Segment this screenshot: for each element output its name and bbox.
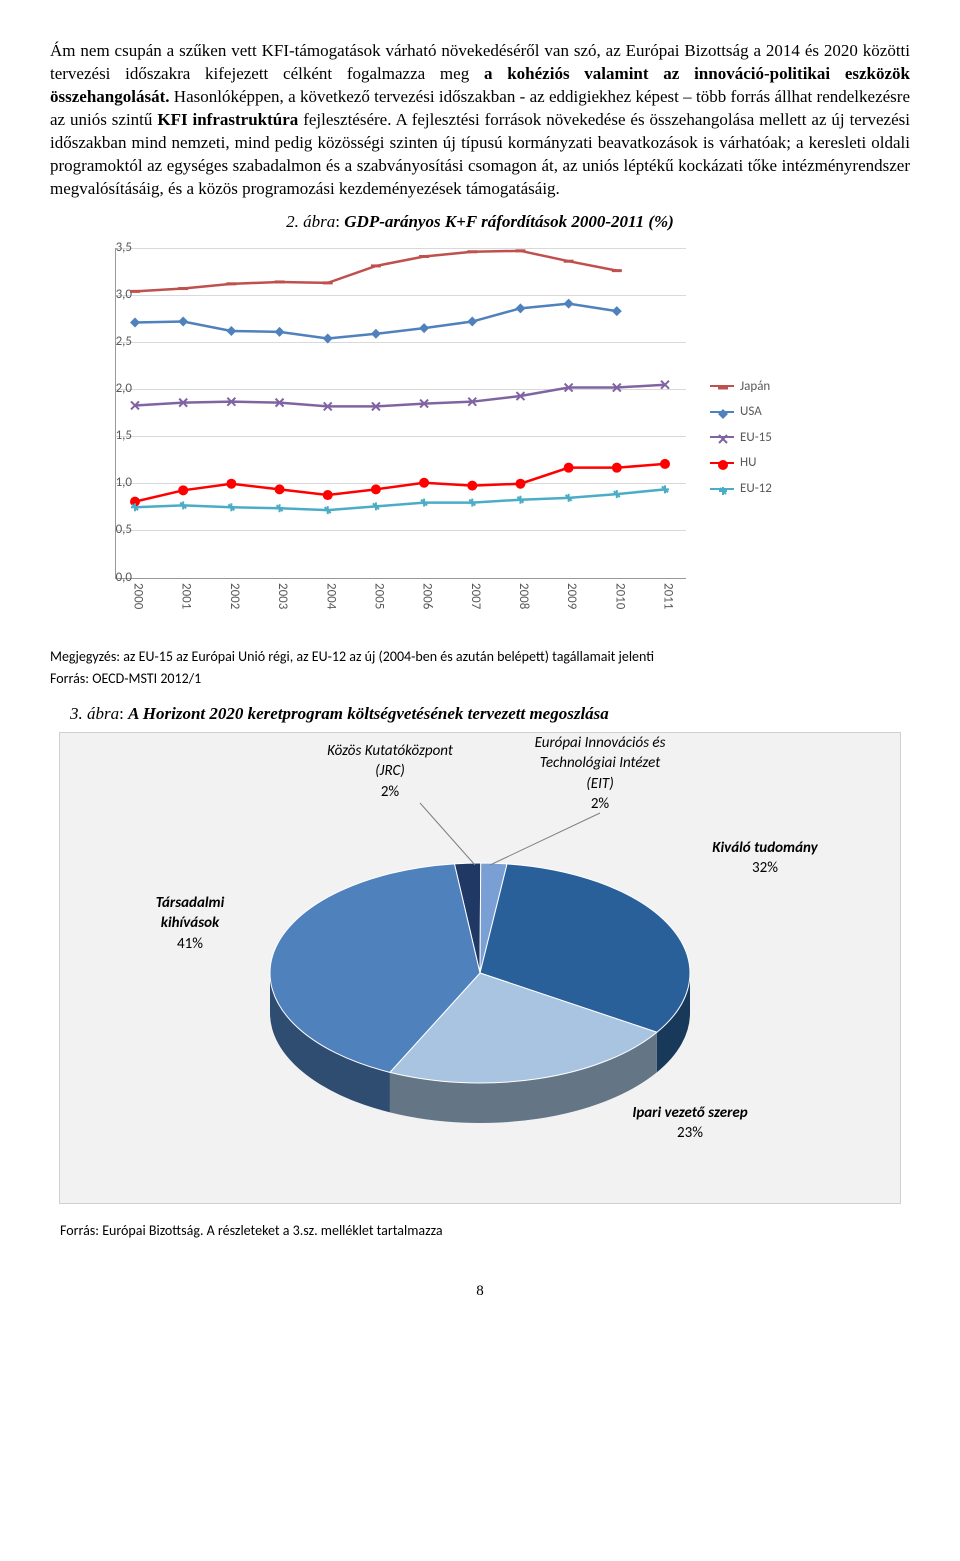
legend-item: HU [710,454,830,472]
pie-label-excellent: Kiváló tudomány 32% [680,838,850,879]
pie-chart: Közös Kutatóközpont (JRC) 2% Európai Inn… [59,732,901,1204]
chart-legend: Japán USA EU-15 HU EU-12 [710,238,830,638]
pie-source: Forrás: Európai Bizottság. A részleteket… [60,1222,910,1241]
line-chart: 0,00,51,01,52,02,53,03,52000200120022003… [70,238,890,638]
pie-label-industrial: Ipari vezető szerep 23% [590,1103,790,1144]
pie-label-societal: Társadalmi kihívások 41% [120,893,260,954]
para-bold2: KFI infrastruktúra [157,110,298,129]
fig2-num: 2. ábra [286,212,335,231]
figure-2-caption: 2. ábra: GDP-arányos K+F ráfordítások 20… [50,211,910,234]
fig3-title: A Horizont 2020 keretprogram költségveté… [128,704,609,723]
body-paragraph: Ám nem csupán a szűken vett KFI-támogatá… [50,40,910,201]
fig2-title: GDP-arányos K+F ráfordítások 2000-2011 (… [344,212,674,231]
fig3-num: 3. ábra [70,704,119,723]
legend-item: EU-12 [710,480,830,498]
pie-label-eit: Európai Innovációs és Technológiai Intéz… [500,733,700,814]
legend-item: Japán [710,378,830,396]
legend-item: EU-15 [710,429,830,447]
figure-3-caption: 3. ábra: A Horizont 2020 keretprogram kö… [70,703,910,726]
page-number: 8 [50,1281,910,1301]
chart-note: Megjegyzés: az EU-15 az Európai Unió rég… [50,648,910,667]
pie-label-jrc: Közös Kutatóközpont (JRC) 2% [300,741,480,802]
legend-item: USA [710,403,830,421]
chart-source: Forrás: OECD-MSTI 2012/1 [50,670,910,689]
